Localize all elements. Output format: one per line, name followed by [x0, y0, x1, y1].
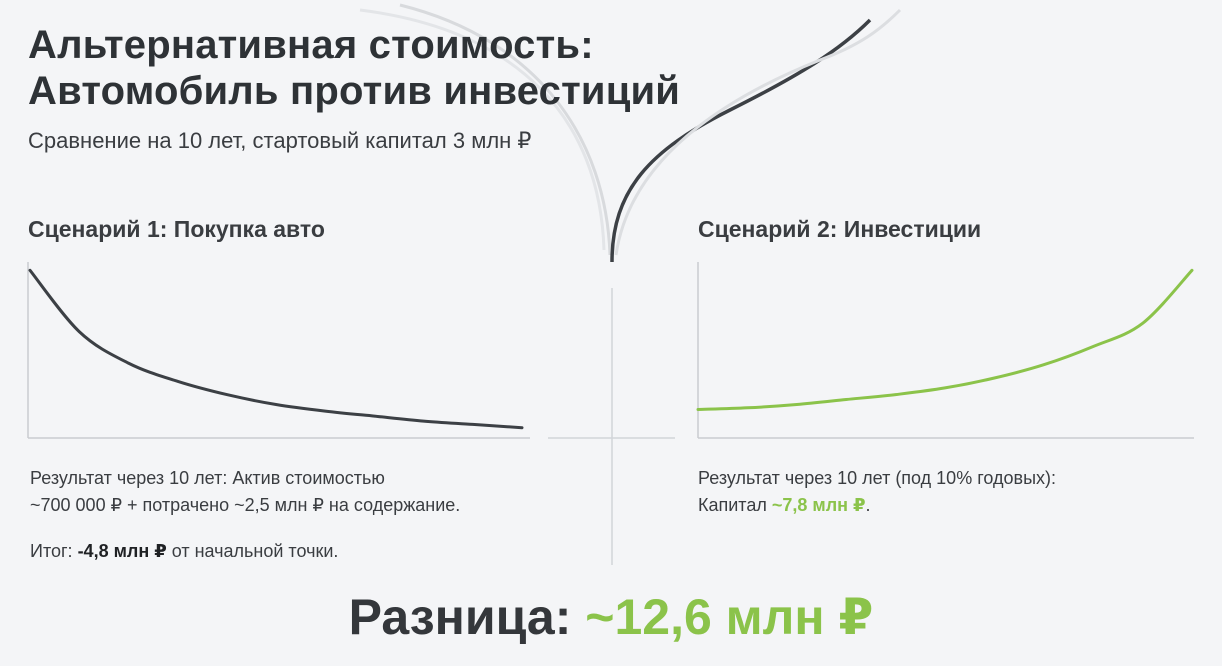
scenario1-total-prefix: Итог: — [30, 541, 78, 561]
difference-value: ~12,6 млн ₽ — [585, 589, 874, 645]
fork-curve-outer-left — [359, 8, 606, 251]
scenario1-title: Сценарий 1: Покупка авто — [28, 216, 325, 242]
scenario2-title: Сценарий 2: Инвестиции — [698, 216, 982, 242]
chart1-decline-line — [28, 268, 524, 430]
decorative-fork-curves — [359, 3, 902, 263]
scenario2-result-prefix: Капитал — [698, 495, 772, 515]
scenario1-result: Результат через 10 лет: Актив стоимостью… — [30, 465, 460, 519]
fork-curve-main — [610, 18, 872, 263]
difference-label: Разница: — [348, 589, 586, 645]
chart1-axes — [27, 262, 530, 439]
fork-curve-outer-right — [614, 8, 902, 256]
title-line-1: Альтернативная стоимость: — [28, 23, 594, 67]
scenario1-result-line2: ~700 000 ₽ + потрачено ~2,5 млн ₽ на сод… — [30, 495, 461, 515]
scenario2-result-line1: Результат через 10 лет (под 10% годовых)… — [698, 468, 1056, 488]
scenario1-result-line1: Результат через 10 лет: Актив стоимостью — [30, 468, 385, 488]
scenario1-total-value: -4,8 млн ₽ — [77, 541, 167, 561]
chart2-axes — [697, 262, 1194, 439]
scenario2-result: Результат через 10 лет (под 10% годовых)… — [698, 465, 1056, 519]
scenario1-total: Итог: -4,8 млн ₽ от начальной точки. — [30, 538, 338, 565]
chart2-growth-line — [696, 268, 1194, 411]
scenario2-result-line2: Капитал ~7,8 млн ₽. — [698, 492, 1056, 519]
title-line-2: Автомобиль против инвестиций — [28, 69, 681, 113]
scenario2-result-value: ~7,8 млн ₽ — [771, 495, 866, 515]
fork-curve-inner-left — [399, 3, 612, 256]
scenario2-result-suffix: . — [865, 495, 871, 515]
difference-summary: Разница: ~12,6 млн ₽ — [0, 588, 1222, 646]
page-title: Альтернативная стоимость: Автомобиль про… — [28, 22, 680, 114]
scenario1-total-suffix: от начальной точки. — [166, 541, 339, 561]
page-subtitle: Сравнение на 10 лет, стартовый капитал 3… — [28, 128, 532, 153]
